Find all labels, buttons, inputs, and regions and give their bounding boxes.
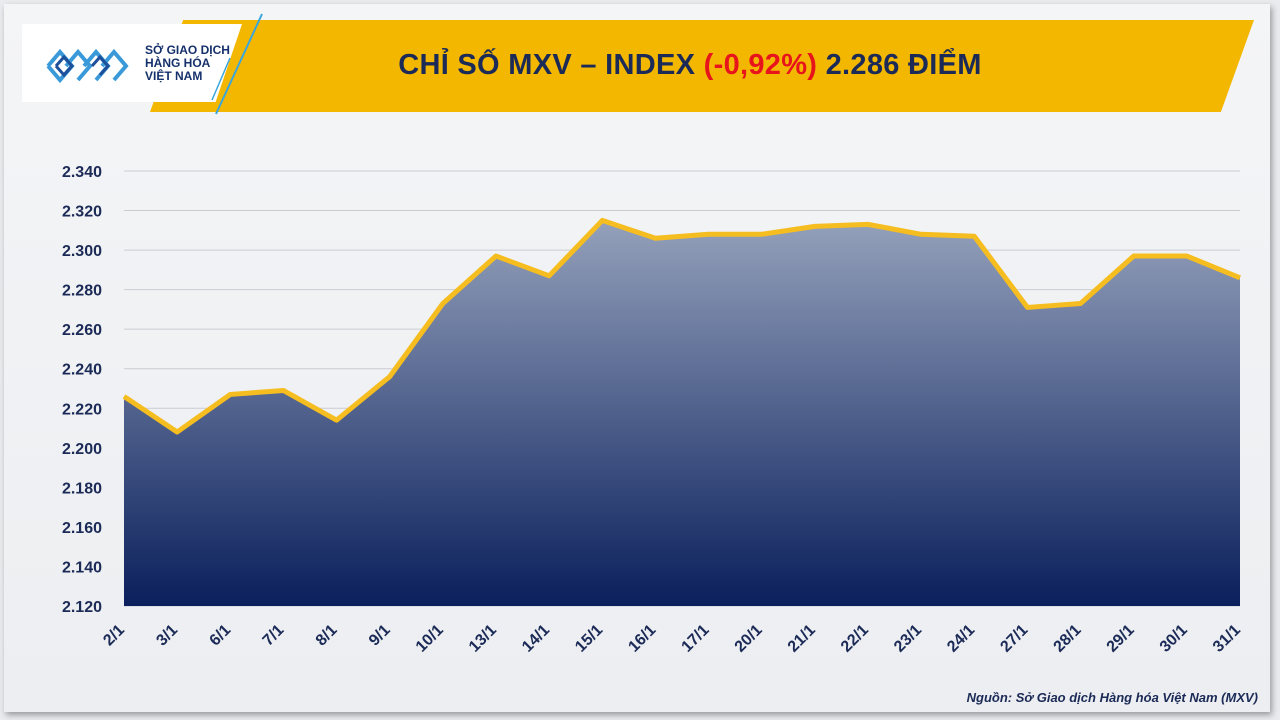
x-tick-label: 13/1: [466, 622, 500, 656]
area-fill: [124, 220, 1240, 606]
y-tick-label: 2.240: [62, 362, 102, 379]
logo-line-2: HÀNG HÓA: [145, 56, 211, 70]
x-tick-label: 3/1: [153, 622, 181, 650]
x-tick-label: 29/1: [1104, 622, 1138, 656]
x-tick-label: 8/1: [313, 622, 341, 650]
y-tick-label: 2.280: [62, 283, 102, 300]
title-prefix: CHỈ SỐ MXV – INDEX: [398, 49, 704, 81]
y-tick-label: 2.320: [62, 204, 102, 221]
chart-title: CHỈ SỐ MXV – INDEX (-0,92%) 2.286 ĐIỂM: [260, 40, 1120, 90]
title-suffix: 2.286 ĐIỂM: [817, 49, 982, 81]
source-note: Nguồn: Sở Giao dịch Hàng hóa Việt Nam (M…: [966, 690, 1258, 705]
y-tick-label: 2.120: [62, 599, 102, 616]
x-tick-label: 22/1: [838, 622, 872, 656]
x-tick-label: 27/1: [997, 622, 1031, 656]
x-tick-label: 14/1: [519, 622, 553, 656]
logo-text: SỞ GIAO DỊCH HÀNG HÓA VIỆT NAM: [145, 44, 255, 83]
y-tick-label: 2.260: [62, 322, 102, 339]
x-tick-label: 20/1: [732, 622, 766, 656]
y-tick-label: 2.300: [62, 243, 102, 260]
y-tick-label: 2.340: [62, 164, 102, 181]
logo-line-1: SỞ GIAO DỊCH: [145, 43, 230, 57]
x-tick-label: 21/1: [785, 622, 819, 656]
x-tick-label: 9/1: [366, 622, 394, 650]
y-tick-label: 2.220: [62, 401, 102, 418]
x-tick-label: 24/1: [944, 622, 978, 656]
x-tick-label: 10/1: [413, 622, 447, 656]
x-tick-label: 15/1: [572, 622, 606, 656]
series-line: [122, 217, 1241, 435]
x-tick-label: 30/1: [1157, 622, 1191, 656]
x-tick-label: 16/1: [625, 622, 659, 656]
title-change: (-0,92%): [703, 49, 818, 81]
x-tick-label: 2/1: [100, 622, 128, 650]
x-tick-label: 7/1: [260, 622, 288, 650]
title-banner: [150, 20, 1254, 112]
x-tick-label: 28/1: [1051, 622, 1085, 656]
x-tick-label: 31/1: [1210, 622, 1244, 656]
y-tick-label: 2.140: [62, 559, 102, 576]
x-tick-label: 23/1: [891, 622, 925, 656]
y-tick-label: 2.200: [62, 441, 102, 458]
logo-line-3: VIỆT NAM: [145, 69, 203, 83]
accent-lines: [211, 13, 263, 115]
y-tick-label: 2.160: [62, 520, 102, 537]
y-tick-label: 2.180: [62, 480, 102, 497]
x-tick-label: 6/1: [207, 622, 235, 650]
x-tick-label: 17/1: [679, 622, 713, 656]
mxv-logo-icon: [46, 48, 129, 84]
